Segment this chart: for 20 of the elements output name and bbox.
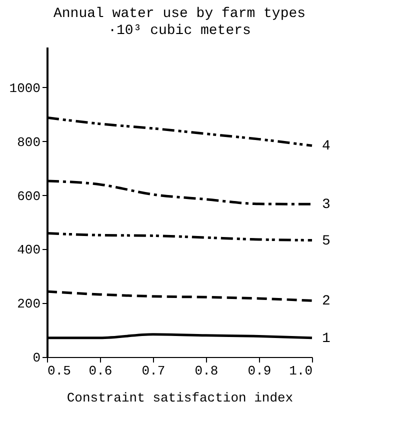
x-axis-title: Constraint satisfaction index	[66, 390, 294, 406]
x-tick-label: 1.0	[289, 364, 312, 378]
y-tick-label: 0	[32, 350, 40, 366]
y-tick-label: 400	[17, 242, 40, 258]
x-tick-label: 0.7	[142, 364, 166, 378]
series-label: 5	[322, 233, 330, 250]
chart-subtitle: ·10³ cubic meters	[108, 23, 251, 39]
series-label: 4	[322, 138, 330, 155]
y-tick-label: 1000	[9, 80, 40, 96]
series-label: 3	[322, 197, 330, 214]
y-tick-label: 600	[17, 188, 40, 204]
y-tick-label: 800	[17, 134, 40, 150]
chart-title: Annual water use by farm types	[53, 6, 306, 22]
series-label: 1	[322, 330, 330, 347]
x-tick-label: 0.8	[194, 364, 218, 378]
x-tick-label: 0.9	[248, 364, 272, 378]
y-tick-label: 200	[17, 296, 40, 312]
x-tick-label: 0.5	[48, 364, 71, 378]
x-tick-label: 0.6	[88, 364, 112, 378]
series-label: 2	[322, 294, 330, 310]
